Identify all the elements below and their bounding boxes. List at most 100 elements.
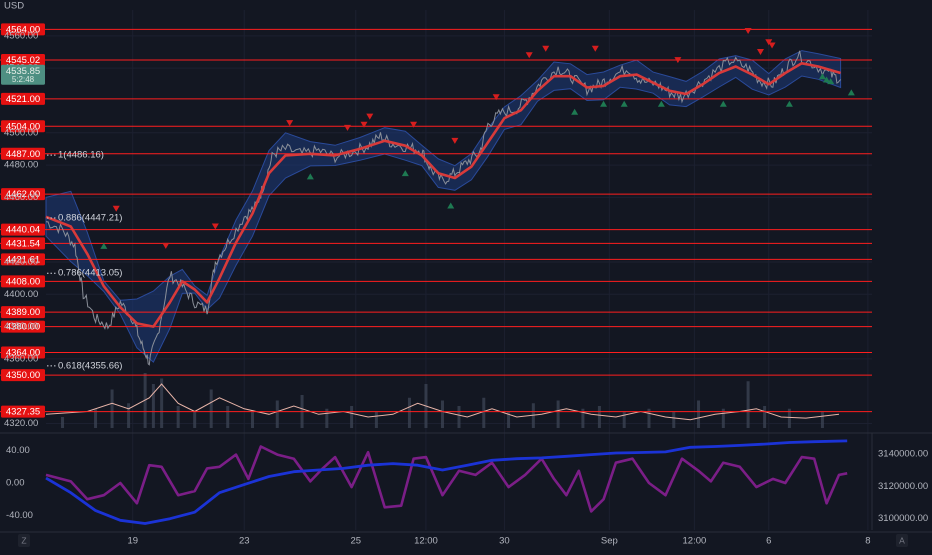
oscillator-pane[interactable]: 40.00 0.00 -40.00 3140000.00 3120000.00 31000… xyxy=(0,432,932,530)
volume-bar xyxy=(275,400,279,428)
fib-label: 0.786(4413.05) xyxy=(58,268,122,279)
auto-scale-label: A xyxy=(899,535,905,545)
current-price-countdown: 5:2:48 xyxy=(12,75,35,84)
current-price-badge[interactable] xyxy=(1,64,45,85)
price-axis-tick-label: 4380.00 xyxy=(4,321,38,332)
level-tag[interactable] xyxy=(1,369,45,382)
level-tag[interactable] xyxy=(1,147,45,160)
price-axis-unit: USD xyxy=(4,1,24,12)
price-axis-tick-label: 4360.00 xyxy=(4,353,38,364)
auto-scale-button[interactable] xyxy=(896,534,908,547)
sell-signal-marker xyxy=(162,242,170,249)
volatility-band xyxy=(45,50,842,363)
volume-bar xyxy=(647,408,651,428)
buy-signal-marker xyxy=(823,76,831,83)
fib-label: 0.886(4447.21) xyxy=(58,213,122,224)
price-axis-tick-label: 4420.00 xyxy=(4,257,38,268)
buy-signal-marker xyxy=(100,242,108,249)
oscillator-blue-line xyxy=(45,439,848,525)
level-tag[interactable] xyxy=(1,346,45,359)
time-axis-tick-label: 23 xyxy=(239,536,250,547)
level-tag-label: 4380.00 xyxy=(6,322,40,333)
sell-signal-marker xyxy=(744,28,752,34)
volume-average-line xyxy=(45,383,840,421)
volume-bar xyxy=(763,406,767,428)
volume-bar xyxy=(457,406,461,428)
price-axis-tick-label: 4560.00 xyxy=(4,30,38,41)
volume-bar xyxy=(482,397,486,428)
horizontal-levels[interactable]: 4564.00 4545.02 4521.00 4504.00 4487.00 4462.… xyxy=(0,23,872,418)
buy-signal-marker xyxy=(620,100,628,107)
time-axis-tick-label: 6 xyxy=(766,536,771,547)
volume-bar xyxy=(622,411,626,428)
volume-bar xyxy=(746,381,750,428)
sell-signal-marker xyxy=(674,57,682,64)
volume-bar xyxy=(325,408,329,428)
time-axis-tick-label: 8 xyxy=(865,536,870,547)
price-axis-tick-label: 4480.00 xyxy=(4,160,38,171)
sell-signal-marker xyxy=(768,42,776,49)
level-tag[interactable] xyxy=(1,306,45,319)
volume-bar xyxy=(209,389,213,428)
volume-bar xyxy=(110,389,114,428)
buy-signal-marker xyxy=(571,108,579,115)
level-tag[interactable] xyxy=(1,23,45,36)
oscillator-right-tick-label: 3140000.00 xyxy=(878,448,928,459)
buy-signal-marker xyxy=(847,89,855,96)
volume-bar xyxy=(226,406,230,428)
volume-bar xyxy=(787,408,791,428)
time-axis-tick-label: 19 xyxy=(127,536,138,547)
level-tag[interactable] xyxy=(1,223,45,236)
level-tag[interactable] xyxy=(1,253,45,266)
buy-signal-marker xyxy=(719,100,727,107)
volume-bar xyxy=(193,411,197,428)
buy-signal-marker xyxy=(785,100,793,107)
buy-signal-marker xyxy=(306,173,314,180)
level-tag-label: 4408.00 xyxy=(6,276,40,287)
sell-signal-marker xyxy=(211,223,219,230)
volume-bar xyxy=(697,400,701,428)
volume-bar xyxy=(350,406,354,428)
time-axis-tick-label: Sep xyxy=(601,536,618,547)
volume-bar xyxy=(151,384,155,428)
oscillator-purple-line xyxy=(45,445,848,513)
level-tag[interactable] xyxy=(1,92,45,105)
volatility-band-area xyxy=(45,50,842,363)
sell-signal-marker xyxy=(286,120,294,127)
moving-average-line xyxy=(45,62,841,328)
level-tag[interactable] xyxy=(1,320,45,333)
time-axis-tick-label: 30 xyxy=(499,536,510,547)
level-tag-label: 4350.00 xyxy=(6,370,40,381)
level-tag[interactable] xyxy=(1,275,45,288)
sell-signal-marker xyxy=(112,205,120,212)
level-tag-label: 4545.02 xyxy=(6,55,40,66)
volume-bar xyxy=(597,406,601,428)
volume-bar xyxy=(556,400,560,428)
level-tag[interactable] xyxy=(1,54,45,67)
level-tag[interactable] xyxy=(1,120,45,133)
volume-bar xyxy=(374,411,378,428)
oscillator-right-tick-label: 3100000.00 xyxy=(878,513,928,524)
sell-signal-marker xyxy=(343,124,351,131)
time-axis-tick-label: 25 xyxy=(350,536,361,547)
zoom-reset-button[interactable] xyxy=(18,534,30,547)
fib-levels: 1(4486.16) 0.886(4447.21) 0.786(4413.05) 0.… xyxy=(47,150,122,371)
level-tag[interactable] xyxy=(1,405,45,418)
fib-label: 0.618(4355.66) xyxy=(58,360,122,371)
level-tag-label: 4564.00 xyxy=(6,24,40,35)
price-axis-tick-label: 4320.00 xyxy=(4,418,38,429)
level-tag[interactable] xyxy=(1,237,45,250)
volume-bar xyxy=(407,397,411,428)
time-axis[interactable]: 19 23 25 12:00 30 Sep 12:00 6 8 Z A xyxy=(0,531,932,547)
level-tag-label: 4421.61 xyxy=(6,254,40,265)
signal-markers xyxy=(100,28,855,249)
sell-signal-marker xyxy=(410,121,418,128)
level-tag[interactable] xyxy=(1,188,45,201)
level-tag-label: 4521.00 xyxy=(6,94,40,105)
grid xyxy=(46,10,872,530)
price-axis[interactable]: USD4560.004540.004500.004480.004460.0044… xyxy=(1,1,45,430)
level-tag-label: 4364.00 xyxy=(6,347,40,358)
current-price-label: 4535.85 xyxy=(6,66,40,77)
